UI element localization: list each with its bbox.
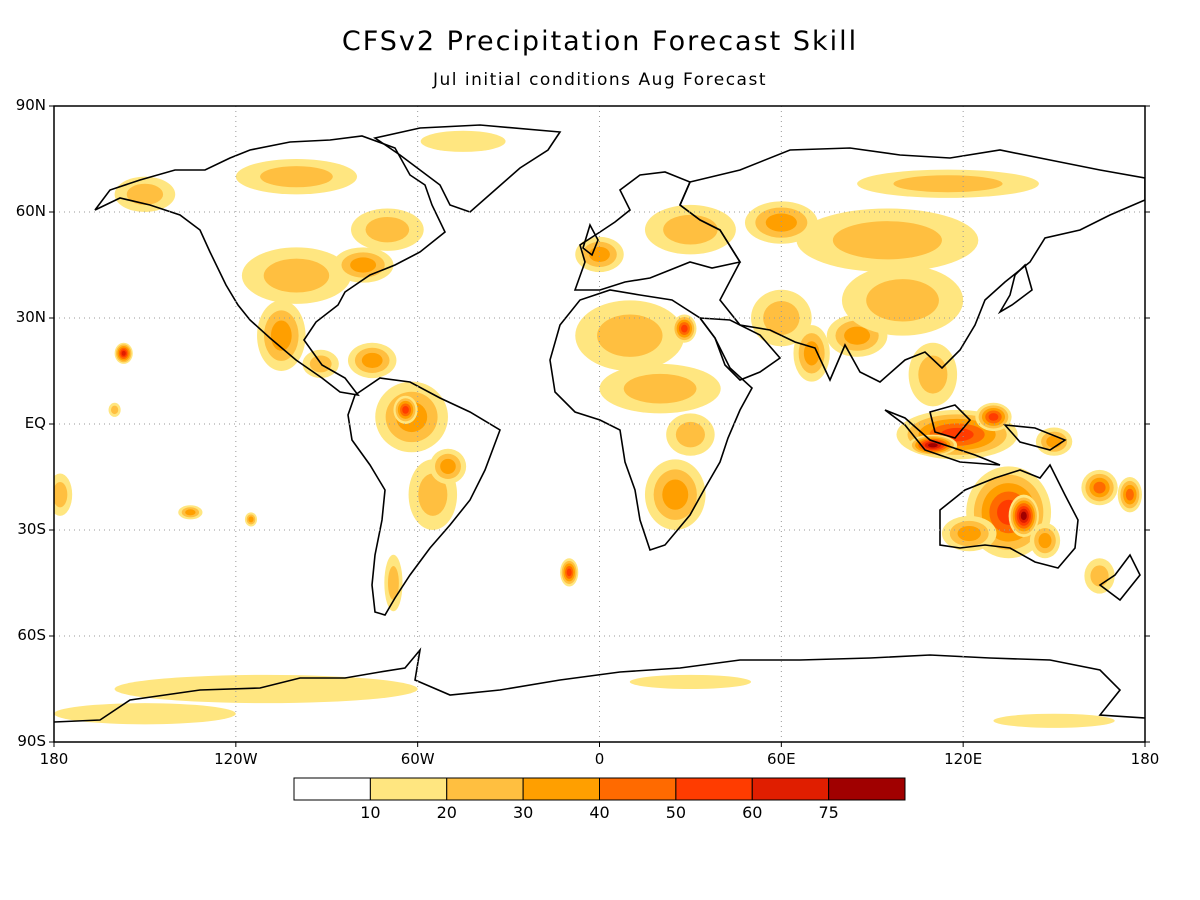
coastline-greenland	[373, 124, 562, 213]
coastline-south-america	[347, 377, 501, 616]
skill-region-14-level-2	[832, 221, 942, 260]
coastline-antarctica	[54, 647, 1145, 723]
gridlines	[54, 106, 1145, 742]
lon-label-2: 60W	[400, 750, 435, 768]
skill-region-47-level-1	[629, 674, 752, 690]
coastline-japan	[997, 263, 1033, 315]
skill-region-23-level-2	[675, 421, 705, 448]
skill-region-6-level-5	[988, 413, 999, 421]
colorbar-box-7	[828, 777, 906, 801]
colorbar-box-0	[293, 777, 371, 801]
chart-subtitle: Jul initial conditions Aug Forecast	[433, 70, 767, 90]
colorbar-label-20: 20	[436, 803, 457, 822]
skill-region-3-level-3	[1038, 533, 1052, 549]
skill-region-26-level-2	[418, 473, 448, 516]
skill-region-37-level-1	[420, 130, 506, 152]
axis-ticks	[49, 105, 1150, 747]
skill-region-39-level-2	[110, 405, 119, 415]
colorbar	[293, 777, 906, 801]
coastline-sumatra-java	[884, 409, 1001, 466]
skill-region-43-level-2	[54, 481, 68, 508]
lat-label-90N: 90N	[15, 96, 46, 114]
skill-region-13-level-2	[866, 279, 939, 322]
coastline-africa	[549, 289, 754, 552]
colorbar-box-3	[522, 777, 600, 801]
lon-label-6: 180	[1130, 750, 1160, 768]
coastline-asia	[679, 147, 1145, 383]
skill-region-9-level-2	[918, 355, 948, 394]
lat-label-60N: 60N	[15, 202, 46, 220]
skill-region-11-level-2	[763, 301, 800, 335]
skill-region-42-level-5	[566, 568, 572, 577]
colorbar-box-2	[446, 777, 524, 801]
colorbar-label-60: 60	[742, 803, 763, 822]
skill-shading-layer	[54, 130, 1142, 728]
colorbar-box-1	[369, 777, 448, 801]
coastline-british-isles	[582, 222, 599, 257]
lat-label-60S: 60S	[17, 626, 46, 644]
skill-region-1-level-7	[1020, 511, 1027, 521]
colorbar-label-50: 50	[665, 803, 687, 822]
skill-region-29-level-3	[270, 320, 292, 351]
colorbar-box-4	[599, 777, 677, 801]
skill-region-31-level-3	[361, 352, 383, 368]
skill-region-41-level-3	[248, 516, 254, 523]
skill-region-28-level-2	[387, 566, 399, 600]
skill-region-44-level-4	[1125, 488, 1134, 501]
skill-region-33-level-3	[350, 257, 377, 273]
coastline-north-america	[94, 135, 446, 397]
skill-region-22-level-3	[662, 479, 689, 510]
skill-region-48-level-1	[993, 713, 1115, 728]
skill-region-25-level-5	[402, 406, 409, 414]
coastline-layer	[54, 124, 1145, 723]
lat-label-EQ: EQ	[24, 414, 46, 432]
skill-region-45-level-1	[114, 674, 418, 704]
coastline-new-zealand	[1098, 553, 1141, 602]
coastline-australia	[939, 463, 1079, 569]
skill-region-32-level-2	[263, 258, 330, 293]
skill-region-10-level-3	[844, 326, 871, 345]
skill-region-46-level-1	[54, 703, 236, 725]
skill-region-27-level-3	[440, 458, 456, 474]
skill-region-7-level-4	[1093, 481, 1106, 494]
coastline-new-guinea	[1003, 424, 1067, 451]
lon-label-0: 180	[39, 750, 69, 768]
chart-title: CFSv2 Precipitation Forecast Skill	[341, 26, 859, 57]
skill-region-35-level-2	[260, 166, 333, 188]
lon-label-4: 60E	[767, 750, 796, 768]
lat-label-30S: 30S	[17, 520, 46, 538]
skill-region-17-level-2	[663, 214, 718, 245]
skill-region-49-level-2	[1090, 565, 1109, 587]
skill-region-20-level-5	[681, 324, 688, 333]
lon-label-1: 120W	[214, 750, 258, 768]
lat-label-90S: 90S	[17, 732, 46, 750]
colorbar-label-40: 40	[589, 803, 610, 822]
skill-region-16-level-3	[765, 213, 797, 232]
skill-region-15-level-2	[893, 175, 1003, 193]
skill-region-38-level-6	[121, 350, 126, 356]
lon-label-3: 0	[594, 750, 605, 768]
coastline-borneo	[929, 404, 972, 439]
lon-label-5: 120E	[944, 750, 983, 768]
lat-label-30N: 30N	[15, 308, 46, 326]
colorbar-label-10: 10	[360, 803, 381, 822]
skill-region-21-level-2	[623, 373, 697, 404]
colorbar-box-6	[751, 777, 830, 801]
skill-region-2-level-3	[957, 525, 981, 542]
colorbar-label-75: 75	[818, 803, 839, 822]
skill-region-40-level-3	[185, 509, 196, 516]
skill-region-34-level-2	[365, 216, 410, 243]
skill-region-19-level-2	[597, 314, 663, 357]
colorbar-label-30: 30	[512, 803, 534, 822]
colorbar-box-5	[675, 777, 753, 801]
skill-region-12-level-3	[803, 341, 820, 366]
skill-region-5-level-7	[928, 443, 938, 448]
coastline-arabia	[698, 317, 782, 381]
skill-region-36-level-2	[126, 183, 164, 205]
